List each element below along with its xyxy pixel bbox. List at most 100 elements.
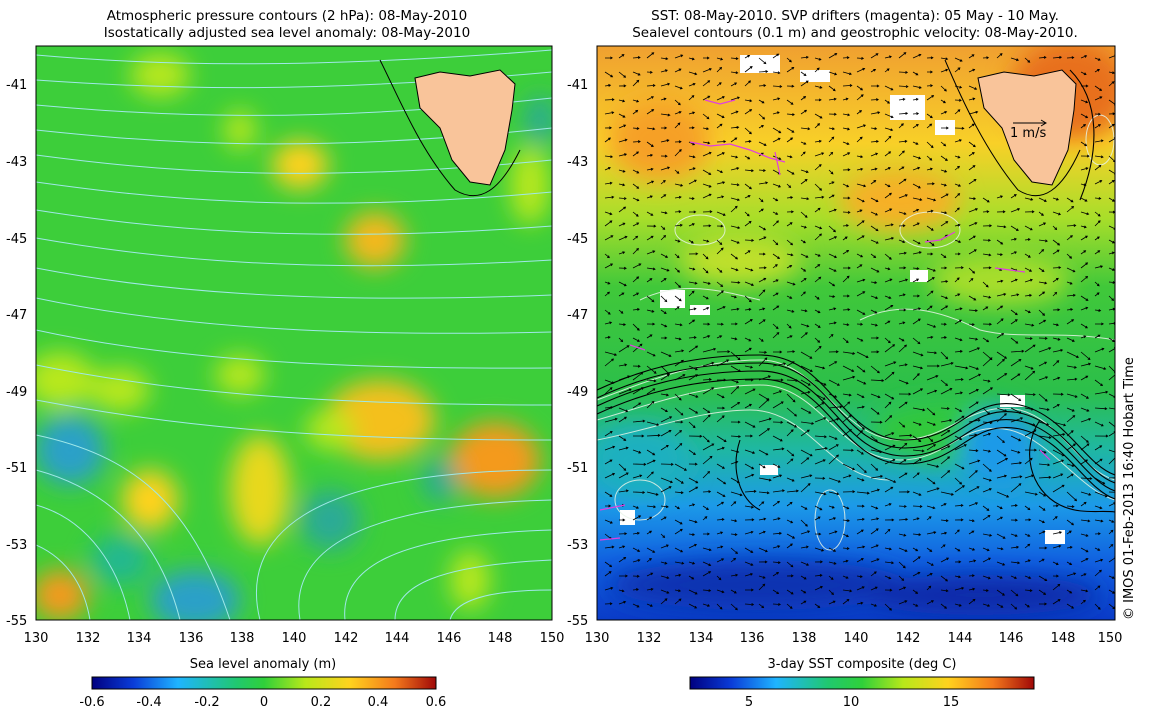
velocity-arrow bbox=[828, 547, 837, 552]
velocity-arrow bbox=[646, 558, 652, 563]
velocity-arrow bbox=[632, 140, 641, 144]
velocity-arrow bbox=[632, 99, 640, 103]
velocity-arrow bbox=[912, 294, 920, 298]
velocity-arrow bbox=[814, 253, 821, 257]
colorbar-tick-label: 0.4 bbox=[368, 695, 389, 710]
velocity-arrow bbox=[870, 140, 879, 143]
velocity-arrow bbox=[716, 281, 724, 287]
velocity-arrow bbox=[856, 167, 864, 171]
velocity-arrow bbox=[674, 122, 681, 129]
velocity-arrow bbox=[1080, 407, 1090, 412]
velocity-arrow bbox=[926, 444, 937, 451]
velocity-arrow bbox=[1108, 81, 1115, 87]
velocity-arrow bbox=[744, 518, 755, 522]
velocity-arrow bbox=[1094, 585, 1101, 591]
velocity-arrow bbox=[646, 52, 655, 59]
velocity-arrow bbox=[954, 477, 963, 485]
velocity-arrow bbox=[1108, 267, 1115, 271]
velocity-arrow bbox=[1080, 477, 1093, 481]
velocity-arrow bbox=[716, 239, 723, 246]
velocity-arrow bbox=[772, 323, 779, 330]
velocity-arrow bbox=[940, 406, 950, 410]
velocity-arrow bbox=[730, 96, 740, 101]
velocity-arrow bbox=[954, 435, 963, 440]
velocity-arrow bbox=[730, 137, 738, 143]
velocity-arrow bbox=[800, 483, 811, 493]
velocity-arrow bbox=[1066, 293, 1076, 297]
velocity-arrow bbox=[1080, 599, 1086, 605]
velocity-arrow bbox=[772, 602, 781, 606]
velocity-arrow bbox=[646, 224, 657, 228]
velocity-arrow bbox=[941, 126, 949, 130]
velocity-arrow bbox=[758, 477, 772, 482]
velocity-arrow bbox=[1052, 599, 1061, 605]
velocity-arrow bbox=[1038, 211, 1044, 216]
velocity-arrow bbox=[940, 266, 948, 270]
velocity-arrow bbox=[1024, 370, 1036, 381]
velocity-arrow bbox=[1052, 239, 1061, 246]
velocity-arrow bbox=[856, 601, 864, 605]
velocity-arrow bbox=[716, 531, 724, 535]
velocity-arrow bbox=[1094, 211, 1101, 217]
velocity-arrow bbox=[968, 322, 975, 326]
velocity-arrow bbox=[1066, 253, 1073, 259]
velocity-arrow bbox=[1010, 349, 1025, 353]
velocity-arrow bbox=[744, 220, 752, 227]
velocity-arrow bbox=[940, 336, 947, 340]
velocity-arrow bbox=[870, 393, 881, 399]
velocity-arrow bbox=[926, 389, 938, 395]
velocity-arrow bbox=[632, 197, 640, 202]
velocity-arrow bbox=[940, 379, 948, 387]
velocity-arrow bbox=[884, 253, 892, 260]
velocity-arrow bbox=[1024, 603, 1030, 608]
velocity-arrow bbox=[884, 575, 892, 580]
velocity-arrow bbox=[1052, 308, 1061, 312]
velocity-arrow bbox=[1052, 291, 1058, 297]
velocity-arrow bbox=[1024, 393, 1036, 397]
velocity-arrow bbox=[688, 210, 697, 214]
velocity-arrow bbox=[604, 504, 612, 508]
velocity-arrow bbox=[1052, 211, 1062, 216]
velocity-arrow bbox=[1094, 365, 1107, 370]
velocity-arrow bbox=[954, 57, 963, 62]
velocity-arrow bbox=[772, 500, 781, 507]
velocity-arrow bbox=[1024, 309, 1031, 314]
velocity-arrow bbox=[646, 516, 653, 521]
velocity-arrow bbox=[604, 291, 610, 297]
velocity-arrow bbox=[660, 486, 672, 493]
velocity-arrow bbox=[744, 211, 750, 217]
velocity-arrow bbox=[1052, 459, 1065, 465]
velocity-arrow bbox=[772, 489, 785, 493]
velocity-arrow bbox=[1066, 319, 1075, 325]
velocity-arrow bbox=[800, 291, 806, 297]
velocity-arrow bbox=[1010, 483, 1022, 493]
velocity-arrow bbox=[1066, 519, 1075, 526]
velocity-arrow bbox=[940, 280, 949, 283]
velocity-arrow bbox=[1038, 347, 1052, 353]
y-tick-label: -41 bbox=[567, 78, 588, 93]
velocity-arrow bbox=[1010, 237, 1017, 241]
velocity-arrow bbox=[1080, 306, 1089, 311]
velocity-arrow bbox=[814, 113, 823, 119]
velocity-arrow bbox=[968, 502, 979, 507]
velocity-arrow bbox=[1066, 267, 1076, 273]
velocity-arrow bbox=[674, 223, 683, 227]
velocity-arrow bbox=[646, 250, 656, 255]
velocity-arrow bbox=[1108, 519, 1115, 523]
velocity-arrow bbox=[996, 279, 1004, 283]
velocity-arrow bbox=[842, 490, 856, 494]
velocity-arrow bbox=[618, 388, 632, 395]
velocity-arrow bbox=[688, 167, 696, 171]
velocity-arrow bbox=[1080, 533, 1089, 537]
velocity-arrow bbox=[772, 253, 781, 259]
velocity-arrow bbox=[898, 504, 907, 508]
velocity-arrow bbox=[618, 574, 628, 578]
velocity-arrow bbox=[1080, 418, 1092, 423]
velocity-arrow bbox=[800, 575, 807, 580]
velocity-arrow bbox=[954, 503, 964, 507]
velocity-arrow bbox=[940, 295, 949, 300]
velocity-arrow bbox=[772, 53, 780, 59]
velocity-arrow bbox=[954, 109, 961, 115]
velocity-arrow bbox=[646, 70, 653, 74]
velocity-arrow bbox=[912, 351, 924, 357]
